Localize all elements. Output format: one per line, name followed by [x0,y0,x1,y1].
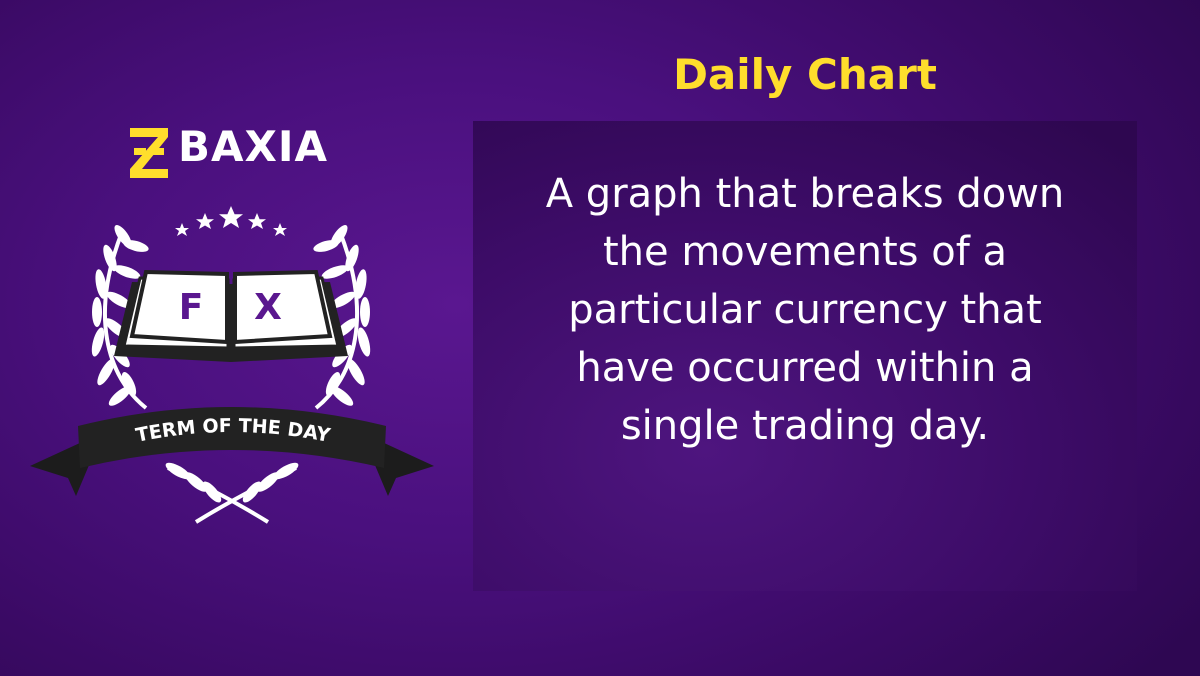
brand-name: BAXIA [178,122,329,171]
laurel-bottom-icon [165,462,299,524]
term-definition: A graph that breaks down the movements o… [545,171,1065,449]
book-letter-right: X [254,287,282,328]
baxia-z-logo-icon [130,128,168,178]
ribbon-banner: TERM OF THE DAY [30,407,434,496]
open-book-icon: F X [114,269,348,362]
term-title: Daily Chart [673,50,937,99]
laurel-left-icon [91,224,149,410]
term-of-the-day-badge: F X TERM OF THE DAY [30,206,434,524]
stars-icon [175,206,287,236]
brand-logo: BAXIA [128,122,343,182]
book-letter-left: F [179,287,204,328]
laurel-right-icon [313,224,371,410]
definition-card: A graph that breaks down the movements o… [473,121,1137,591]
